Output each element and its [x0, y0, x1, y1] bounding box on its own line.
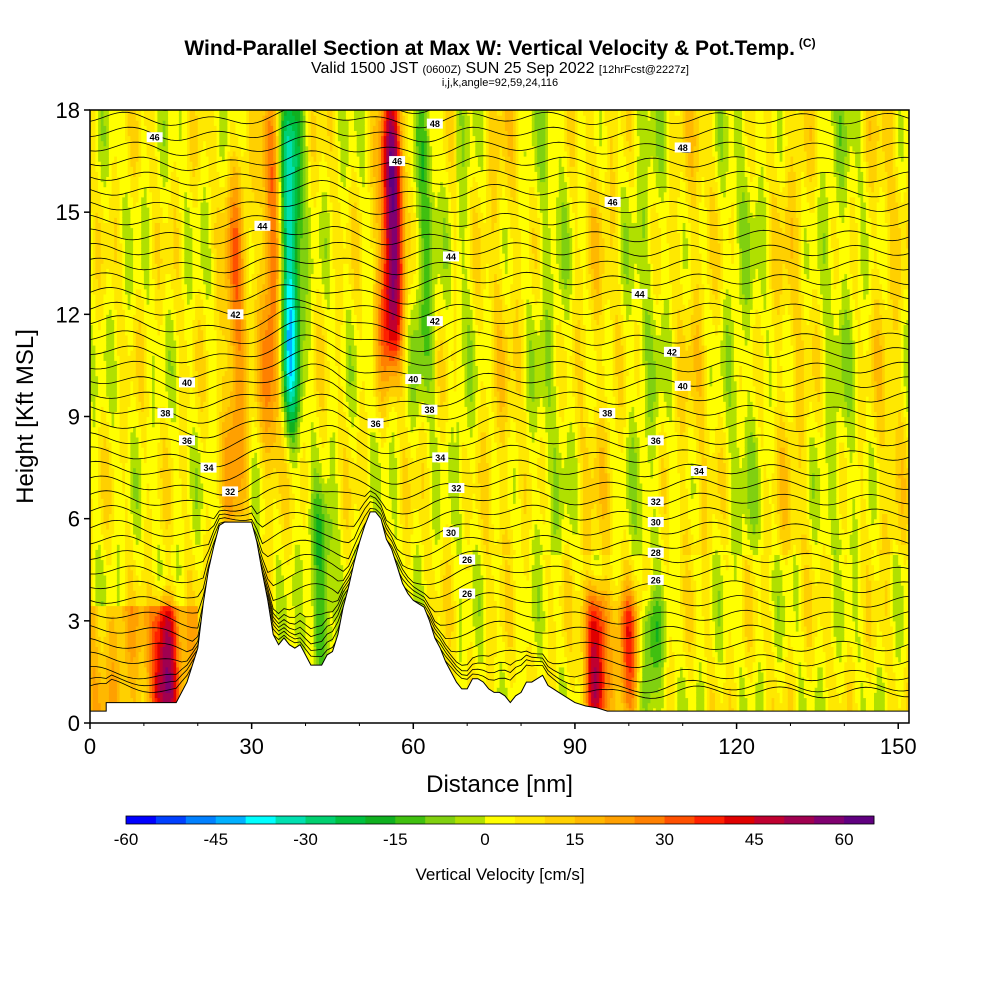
cross-section-chart: 26262628303032 323234343436363638 38 3840 40… — [0, 0, 1000, 1000]
